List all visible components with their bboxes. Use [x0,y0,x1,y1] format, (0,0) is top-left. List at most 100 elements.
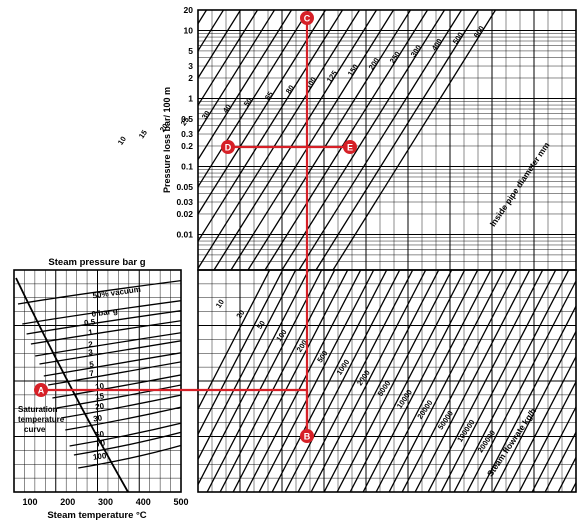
upper-panel-grid [198,9,576,271]
x-axis-label: Steam temperature °C [47,510,146,521]
flowrate-line [323,270,440,492]
pressure-curve [73,431,181,456]
pressure-curve [35,332,181,357]
flowrate-line [232,270,349,492]
pressure-label: 0 bar g [91,306,118,319]
diameter-line [247,10,412,270]
diameter-line [298,10,463,270]
flowrate-label: 100 [274,328,288,343]
flowrate-line [466,279,576,492]
diameter-label: 200 [367,56,381,71]
pressure-curve [65,406,181,431]
y-tick-label: 0.3 [181,129,193,139]
steam-flowrate-lines [198,270,576,492]
flowrate-line [198,270,297,461]
pressure-curve [30,320,181,345]
flowrate-line [492,329,576,492]
diameter-label: 10 [116,135,128,147]
flowrate-label: 50 [255,319,267,331]
pressure-curve [60,394,181,419]
flowrate-line [206,270,323,492]
pressure-curves [15,277,181,492]
svg-text:E: E [347,143,353,153]
diameter-line [198,10,276,134]
curve-label-line-1: Saturation [18,405,58,414]
diameter-label: 20 [158,122,170,134]
flowrate-line [310,270,427,492]
diameter-line [315,10,480,270]
pressure-label: 1 [88,328,94,338]
pressure-label: 100 [92,451,107,462]
marker-c: C [300,11,314,25]
diameter-line [332,10,497,270]
diameter-label: 250 [388,50,402,65]
y-tick-label: 0.2 [181,141,193,151]
pressure-label: 50 [95,429,106,439]
x-tick-label: 100 [22,497,37,507]
flowrate-line [271,270,388,492]
diameter-line [281,10,446,270]
flowrate-line [336,270,453,492]
x-tick-label: 400 [136,497,151,507]
flowrate-label: 10 [214,298,226,310]
flowrate-line [375,270,492,492]
saturation-curve [15,277,129,492]
diameter-label: 80 [284,83,296,95]
pressure-curve [69,422,181,447]
flowrate-line [297,270,414,492]
pressure-curve [47,361,181,386]
diameter-label: 400 [430,37,444,52]
y-tick-label: 10 [184,25,194,35]
diameter-line [213,10,378,270]
flowrate-line [198,270,271,411]
left-panel-frame [13,269,182,493]
left-panel-title: Steam pressure bar g [48,257,145,268]
y-tick-label: 0.01 [176,229,193,239]
diameter-label: 500 [451,30,465,45]
x-tick-label: 300 [98,497,113,507]
y-tick-label: 0.03 [176,197,193,207]
flowrate-line [362,270,479,492]
x-tick-label: 200 [60,497,75,507]
pressure-curve [56,384,181,409]
pressure-label: 0.5 [84,317,97,328]
curve-label-line-2: temperature [18,415,65,424]
diameter-label: 125 [325,69,339,84]
marker-a: A [34,383,48,397]
flowrate-label: 500 [315,349,329,364]
pipe-diameter-lines [198,10,497,270]
pressure-label: 50% vacuum [92,285,141,301]
diameter-label: 15 [137,128,149,140]
flowrate-line [531,405,576,492]
flowrate-line [388,270,505,492]
diameter-label: 65 [263,90,275,102]
diameter-axis-label: Inside pipe diameter mm [487,140,551,229]
pressure-label: 5 [89,360,95,370]
flowrate-line [401,270,518,492]
flowrate-line [427,270,544,492]
y-tick-label: 1 [188,93,193,103]
flowrate-line [479,304,576,492]
diameter-label: 40 [221,103,233,115]
pressure-label: 10 [95,381,106,391]
marker-d: D [221,140,235,154]
pressure-curve [39,340,181,365]
flowrate-line [198,270,310,486]
pressure-curve [78,444,181,469]
pressure-label: 7 [89,369,95,379]
pressure-label: 15 [95,391,106,401]
svg-text:C: C [304,14,311,24]
svg-text:D: D [225,143,232,153]
diameter-label: 150 [346,62,360,77]
svg-text:A: A [38,386,45,396]
diameter-label: 30 [200,109,212,121]
flowrate-line [198,270,284,436]
flowrate-line [349,270,466,492]
flowrate-line [518,380,576,492]
flowrate-line [440,270,557,492]
diameter-line [198,10,327,216]
flowrate-line [557,455,576,492]
y-tick-label: 0.05 [176,182,193,192]
flowrate-label: 20 [234,308,246,320]
